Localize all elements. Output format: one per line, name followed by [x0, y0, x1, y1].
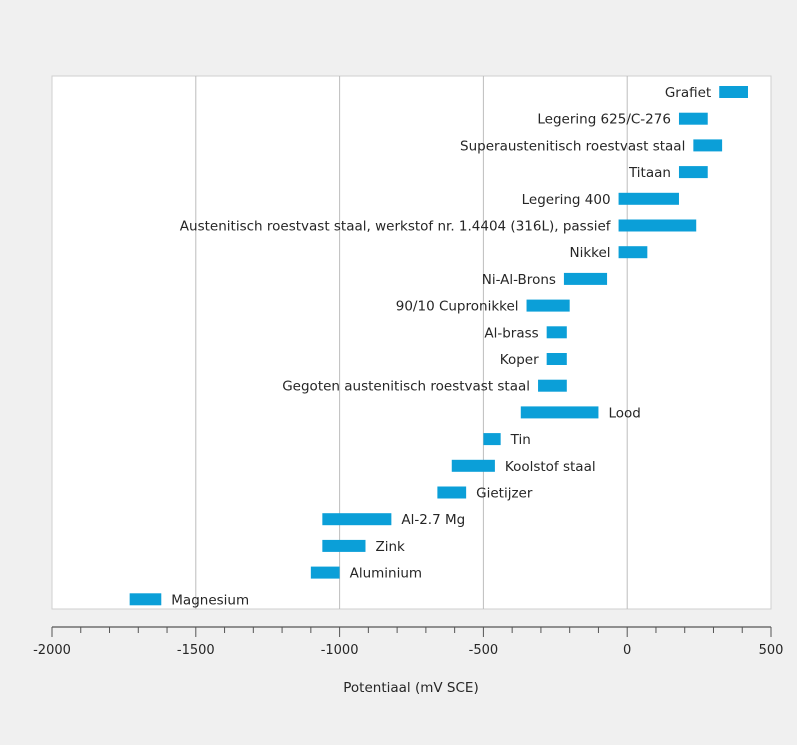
material-labels: Grafiet Legering 625/C-276 Superaustenitis… — [171, 85, 711, 608]
x-tick-label: 0 — [623, 643, 631, 658]
x-axis-title: Potentiaal (mV SCE) — [343, 680, 478, 696]
range-bar — [693, 139, 723, 152]
range-bar — [618, 219, 697, 232]
material-label: Austenitisch roestvast staal, werkstof n… — [180, 219, 612, 235]
material-label: Gietijzer — [476, 486, 533, 502]
x-tick-label: -500 — [469, 643, 499, 658]
range-bar — [546, 326, 567, 339]
material-label: Koper — [500, 352, 539, 368]
range-bar — [563, 272, 608, 285]
material-label: Titaan — [628, 165, 671, 181]
material-label: Al-brass — [484, 325, 538, 341]
range-bar — [129, 593, 162, 606]
x-axis: -2000 -1500 -1000 -500 0 500 — [33, 626, 784, 658]
material-label: Superaustenitisch roestvast staal — [460, 138, 685, 154]
range-bar — [310, 566, 340, 579]
range-bar — [322, 539, 366, 552]
range-bar — [437, 486, 467, 499]
range-bar — [483, 433, 501, 446]
x-tick-label: -2000 — [33, 643, 71, 658]
material-label: Gegoten austenitisch roestvast staal — [282, 379, 530, 395]
bars — [129, 86, 748, 606]
range-bar — [451, 459, 495, 472]
material-label: Magnesium — [171, 592, 249, 608]
x-tick-label: -1000 — [321, 643, 359, 658]
plot-area — [51, 75, 772, 610]
material-label: Tin — [510, 432, 531, 448]
range-bar — [719, 86, 748, 98]
range-bar — [618, 192, 679, 205]
range-bar — [618, 246, 648, 259]
range-bar — [546, 353, 567, 365]
material-label: 90/10 Cupronikkel — [396, 299, 519, 315]
range-bar — [678, 112, 708, 125]
material-label: Aluminium — [350, 566, 422, 582]
range-bar — [520, 406, 599, 419]
material-label: Lood — [608, 405, 640, 421]
material-label: Legering 400 — [522, 192, 611, 208]
material-label: Grafiet — [665, 85, 711, 101]
material-label: Al-2.7 Mg — [401, 512, 465, 528]
range-bar — [526, 299, 570, 312]
material-label: Zink — [375, 539, 405, 555]
material-label: Koolstof staal — [505, 459, 596, 475]
material-label: Ni-Al-Brons — [482, 272, 556, 288]
material-label: Legering 625/C-276 — [537, 112, 671, 128]
range-bar — [322, 513, 392, 526]
x-tick-label: -1500 — [177, 643, 215, 658]
material-label: Nikkel — [570, 245, 611, 261]
range-bar — [678, 166, 708, 179]
x-tick-label: 500 — [759, 643, 784, 658]
range-bar — [538, 379, 567, 392]
